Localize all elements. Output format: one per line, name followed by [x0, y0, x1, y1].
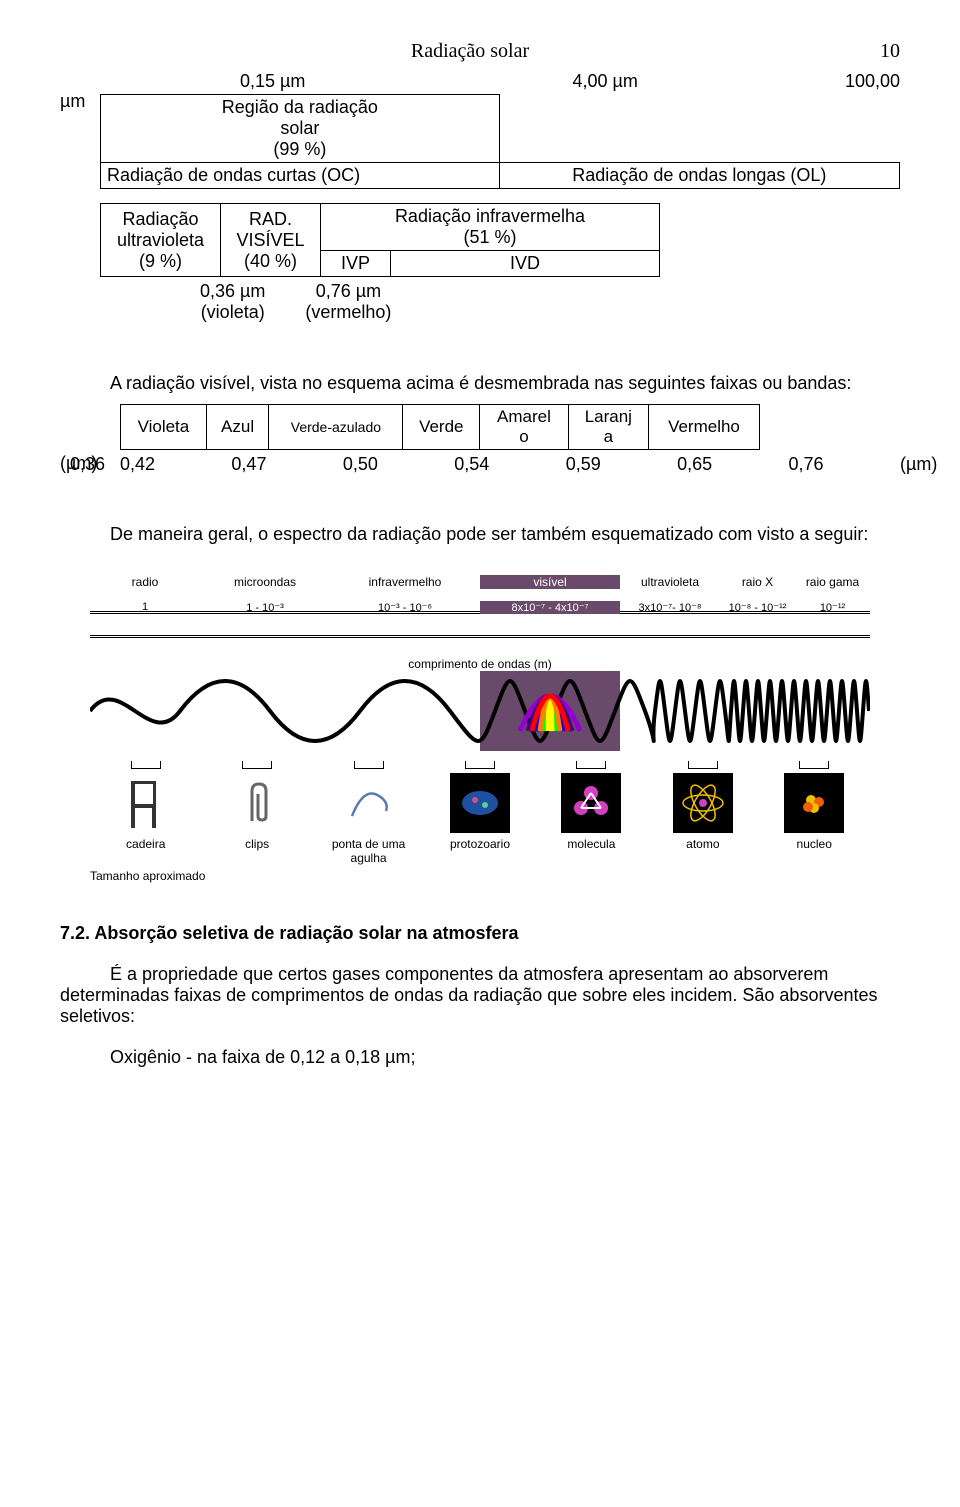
- band-unit: (µm): [900, 454, 950, 475]
- spectrum-table: Região da radiação solar (99 %) Radiação…: [100, 94, 900, 189]
- violet-mark: 0,36 µm(violeta): [200, 281, 265, 323]
- band-values-row: (µm) 0,36 0,42 0,47 0,50 0,54 0,59 0,65 …: [70, 454, 950, 475]
- oc-cell: Radiação de ondas curtas (OC): [101, 163, 500, 189]
- fig-item-label: ponta de uma agulha: [313, 837, 424, 865]
- fig-item-label: protozoario: [424, 837, 535, 851]
- band-laranja: Laranja: [568, 405, 648, 450]
- fig-band-4: ultravioleta: [620, 575, 720, 589]
- fig-item-label: molecula: [536, 837, 647, 851]
- fig-range-2: 10⁻³ - 10⁻⁶: [330, 601, 480, 614]
- fig-item-label: cadeira: [90, 837, 201, 851]
- fig-item-chair: cadeira: [90, 761, 201, 865]
- fig-range-0: 1: [90, 601, 200, 613]
- band-azul: Azul: [206, 405, 269, 450]
- fig-band-0: radio: [90, 575, 200, 589]
- band-amarelo: Amarelo: [480, 405, 569, 450]
- fig-item-molecule: molecula: [536, 761, 647, 865]
- fig-range-5: 10⁻⁸ - 10⁻¹²: [720, 601, 795, 614]
- band-vermelho: Vermelho: [648, 405, 759, 450]
- visible-cell: RAD. VISÍVEL (40 %): [221, 204, 321, 277]
- fig-item-nucleus: nucleo: [759, 761, 870, 865]
- band-verde: Verde: [403, 405, 480, 450]
- fig-item-label: clips: [201, 837, 312, 851]
- scale-left: 0,15 µm: [240, 71, 305, 92]
- band-violeta: Violeta: [121, 405, 207, 450]
- chair-icon: [116, 773, 176, 833]
- fig-item-cell: protozoario: [424, 761, 535, 865]
- ivp-cell: IVP: [321, 251, 391, 277]
- unit-label: µm: [60, 71, 100, 353]
- fig-band-6: raio gama: [795, 575, 870, 589]
- fig-range-6: 10⁻¹²: [795, 601, 870, 614]
- axis-caption: comprimento de ondas (m): [90, 657, 870, 671]
- needle-icon: [339, 773, 399, 833]
- header-title: Radiação solar: [60, 40, 880, 63]
- clip-icon: [227, 773, 287, 833]
- molecule-icon: [561, 773, 621, 833]
- band-verde-azulado: Verde-azulado: [269, 405, 403, 450]
- wave-diagram: [90, 671, 870, 751]
- violet-red-scale: 0,36 µm(violeta) 0,76 µm(vermelho): [200, 281, 900, 323]
- section-body: É a propriedade que certos gases compone…: [60, 964, 900, 1027]
- ol-cell: Radiação de ondas longas (OL): [499, 163, 899, 189]
- top-scale: 0,15 µm 4,00 µm 100,00: [100, 71, 900, 92]
- page-header: Radiação solar 10: [60, 40, 900, 63]
- scale-mid: 4,00 µm: [572, 71, 637, 92]
- spectrum-figure: radiomicroondasinfravermelhovisívelultra…: [90, 575, 870, 883]
- scale-right: 100,00: [845, 71, 900, 92]
- color-bands-table: Violeta Azul Verde-azulado Verde Amarelo…: [120, 404, 760, 450]
- ir-cell: Radiação infravermelha (51 %): [321, 204, 660, 251]
- region-solar-cell: Região da radiação solar (99 %): [101, 95, 500, 163]
- fig-band-5: raio X: [720, 575, 795, 589]
- atom-icon: [673, 773, 733, 833]
- fig-range-4: 3x10⁻⁷- 10⁻⁸: [620, 601, 720, 614]
- fig-item-needle: ponta de uma agulha: [313, 761, 424, 865]
- fig-range-1: 1 - 10⁻³: [200, 601, 330, 614]
- section-item-1: Oxigênio - na faixa de 0,12 a 0,18 µm;: [110, 1047, 900, 1068]
- fig-band-3: visível: [480, 575, 620, 589]
- subspectrum-table: Radiação ultravioleta (9 %) RAD. VISÍVEL…: [100, 203, 660, 277]
- cell-icon: [450, 773, 510, 833]
- fig-item-atom: atomo: [647, 761, 758, 865]
- uv-cell: Radiação ultravioleta (9 %): [101, 204, 221, 277]
- fig-band-2: infravermelho: [330, 575, 480, 589]
- fig-item-label: atomo: [647, 837, 758, 851]
- page-number: 10: [880, 40, 900, 63]
- fig-band-1: microondas: [200, 575, 330, 589]
- red-mark: 0,76 µm(vermelho): [305, 281, 391, 323]
- ivd-cell: IVD: [391, 251, 660, 277]
- fig-range-3: 8x10⁻⁷ - 4x10⁻⁷: [480, 601, 620, 614]
- section-heading: 7.2. Absorção seletiva de radiação solar…: [60, 923, 900, 944]
- size-caption: Tamanho aproximado: [90, 869, 870, 883]
- paragraph-1: A radiação visível, vista no esquema aci…: [60, 373, 900, 394]
- fig-item-clip: clips: [201, 761, 312, 865]
- nucleus-icon: [784, 773, 844, 833]
- paragraph-2: De maneira geral, o espectro da radiação…: [60, 524, 900, 545]
- fig-item-label: nucleo: [759, 837, 870, 851]
